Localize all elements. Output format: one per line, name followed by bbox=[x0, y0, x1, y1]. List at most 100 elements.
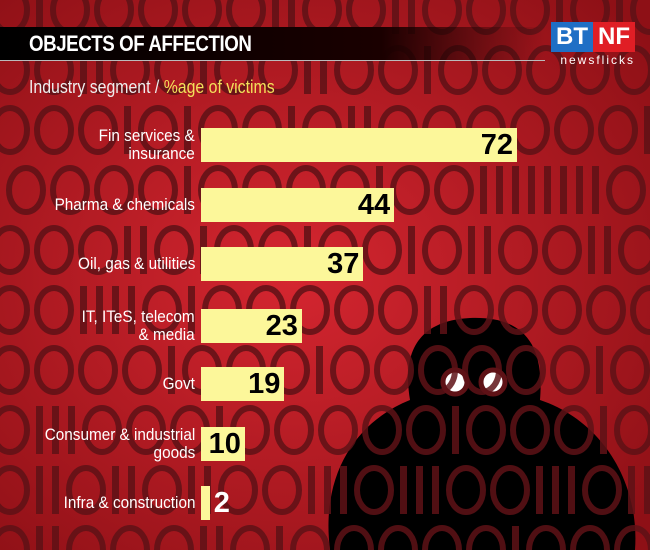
pattern-one bbox=[416, 466, 423, 514]
pattern-one bbox=[112, 286, 119, 334]
pattern-zero bbox=[330, 345, 370, 395]
pattern-zero bbox=[598, 105, 638, 155]
pattern-one bbox=[556, 0, 563, 34]
pattern-zero bbox=[454, 285, 494, 335]
data-label: 37 bbox=[327, 248, 360, 280]
pattern-zero bbox=[434, 165, 474, 215]
logo-nf: NF bbox=[593, 22, 635, 52]
pattern-zero bbox=[34, 285, 74, 335]
pattern-zero bbox=[82, 405, 122, 455]
pattern-zero bbox=[142, 465, 182, 515]
pattern-one bbox=[568, 466, 575, 514]
pattern-one bbox=[432, 466, 439, 514]
pattern-zero bbox=[418, 345, 458, 395]
data-label: 2 bbox=[213, 487, 230, 519]
logo-bt: BT bbox=[551, 22, 593, 52]
pattern-zero bbox=[230, 525, 270, 550]
bt-nf-logo: BT NF newsflicks bbox=[551, 22, 635, 67]
pattern-one bbox=[480, 166, 487, 214]
pattern-one bbox=[188, 466, 195, 514]
data-label: 72 bbox=[480, 129, 513, 161]
pattern-zero bbox=[550, 345, 590, 395]
pattern-zero bbox=[34, 105, 74, 155]
category-label-line: Govt bbox=[162, 374, 195, 393]
pattern-one bbox=[408, 226, 415, 274]
pattern-zero bbox=[466, 525, 506, 550]
pattern-one bbox=[112, 466, 119, 514]
pattern-zero bbox=[0, 285, 30, 335]
pattern-zero bbox=[406, 405, 446, 455]
pattern-one bbox=[496, 166, 503, 214]
pattern-one bbox=[36, 0, 43, 34]
pattern-one bbox=[468, 226, 475, 274]
title-bar bbox=[0, 27, 545, 61]
pattern-zero bbox=[94, 165, 134, 215]
pattern-zero bbox=[138, 105, 178, 155]
subtitle-value: %age of victims bbox=[163, 77, 275, 97]
bar bbox=[201, 309, 302, 343]
pattern-zero bbox=[526, 525, 566, 550]
pattern-zero bbox=[582, 465, 622, 515]
pattern-one bbox=[168, 346, 175, 394]
pattern-zero bbox=[50, 165, 90, 215]
pattern-zero bbox=[78, 105, 118, 155]
pattern-one bbox=[400, 466, 407, 514]
pattern-one bbox=[536, 466, 543, 514]
pattern-one bbox=[452, 406, 459, 454]
pattern-one bbox=[52, 466, 59, 514]
pattern-one bbox=[320, 46, 327, 94]
pattern-one bbox=[128, 286, 135, 334]
bar bbox=[201, 367, 285, 401]
category-label-line: Pharma & chemicals bbox=[54, 195, 195, 214]
pattern-one bbox=[68, 406, 75, 454]
pattern-zero bbox=[138, 165, 178, 215]
category-label: IT, ITeS, telecom & media bbox=[82, 308, 195, 344]
pattern-zero bbox=[542, 225, 582, 275]
pattern-zero bbox=[78, 345, 118, 395]
category-label-line: Fin services & bbox=[98, 126, 195, 145]
pattern-one bbox=[304, 46, 311, 94]
pattern-zero bbox=[318, 405, 358, 455]
pattern-one bbox=[340, 466, 347, 514]
pattern-one bbox=[140, 226, 147, 274]
bar bbox=[201, 247, 364, 281]
pattern-one bbox=[544, 166, 551, 214]
data-label: 44 bbox=[357, 189, 391, 221]
bar bbox=[201, 427, 245, 461]
pattern-zero bbox=[0, 465, 30, 515]
category-label-line: insurance bbox=[128, 144, 195, 163]
pattern-one bbox=[592, 166, 599, 214]
category-label-line: Consumer & industrial bbox=[44, 425, 195, 444]
pattern-zero bbox=[498, 285, 538, 335]
pattern-one bbox=[80, 46, 87, 94]
pattern-zero bbox=[122, 345, 162, 395]
pattern-one bbox=[184, 166, 191, 214]
subtitle-category: Industry segment / bbox=[29, 77, 160, 97]
pattern-one bbox=[36, 406, 43, 454]
pattern-zero bbox=[154, 525, 194, 550]
data-label: 10 bbox=[208, 428, 241, 460]
chart-title: OBJECTS OF AFFECTION bbox=[29, 31, 252, 56]
pattern-zero bbox=[422, 225, 462, 275]
bar bbox=[201, 188, 395, 222]
pattern-one bbox=[600, 406, 607, 454]
category-label-line: IT, ITeS, telecom bbox=[81, 307, 195, 326]
pattern-one bbox=[552, 466, 559, 514]
pattern-zero bbox=[610, 345, 650, 395]
pattern-zero bbox=[462, 345, 502, 395]
pattern-zero bbox=[630, 285, 650, 335]
pattern-one bbox=[184, 106, 191, 154]
pattern-zero bbox=[262, 465, 302, 515]
pattern-one bbox=[128, 466, 135, 514]
pattern-one bbox=[644, 466, 650, 514]
pattern-one bbox=[272, 0, 279, 34]
pattern-zero bbox=[378, 525, 418, 550]
pattern-zero bbox=[6, 165, 46, 215]
pattern-zero bbox=[0, 525, 30, 550]
pattern-one bbox=[576, 166, 583, 214]
pattern-zero bbox=[290, 525, 330, 550]
pattern-zero bbox=[618, 225, 650, 275]
category-label-line: & media bbox=[138, 325, 195, 344]
pattern-one bbox=[308, 466, 315, 514]
pattern-zero bbox=[554, 405, 594, 455]
